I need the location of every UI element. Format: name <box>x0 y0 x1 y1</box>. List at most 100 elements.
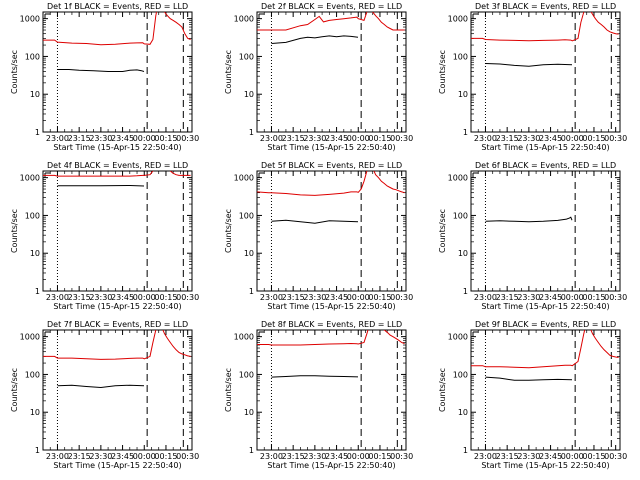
x-tick-label: 23:00 <box>260 452 283 461</box>
lld-series-line <box>257 171 405 196</box>
x-axis-label: Start Time (15-Apr-15 22:50:40) <box>267 143 395 152</box>
panel-title: Det 1f BLACK = Events, RED = LLD <box>47 2 188 11</box>
detector-panel-8: Det 8f BLACK = Events, RED = LLD 1 10 100 10… <box>224 320 413 470</box>
lld-series-line <box>43 12 191 46</box>
y-tick-label: 1000 <box>20 333 40 342</box>
x-tick-label: 23:30 <box>303 293 326 302</box>
y-axis-label: Counts/sec <box>224 368 233 412</box>
x-tick-label: 00:00 <box>347 293 370 302</box>
x-tick-label: 00:30 <box>176 452 199 461</box>
y-tick-label: 100 <box>453 211 468 220</box>
x-tick-label: 23:45 <box>111 134 134 143</box>
panel-title: Det 3f BLACK = Events, RED = LLD <box>475 2 616 11</box>
y-axis-label: Counts/sec <box>10 209 19 253</box>
x-tick-label: 23:30 <box>303 134 326 143</box>
y-tick-label: 100 <box>239 52 254 61</box>
y-tick-label: 100 <box>25 211 40 220</box>
x-tick-label: 00:30 <box>176 293 199 302</box>
detector-panel-5: Det 5f BLACK = Events, RED = LLD 1 10 100 10… <box>224 161 413 311</box>
x-axis-label: Start Time (15-Apr-15 22:50:40) <box>53 302 181 311</box>
lld-series-line <box>257 12 405 31</box>
events-series-line <box>485 376 573 381</box>
x-axis-label: Start Time (15-Apr-15 22:50:40) <box>267 302 395 311</box>
x-tick-label: 23:00 <box>46 134 69 143</box>
x-tick-label: 23:00 <box>260 134 283 143</box>
x-tick-label: 00:15 <box>368 293 391 302</box>
y-axis-label: Counts/sec <box>224 50 233 94</box>
x-axis-label: Start Time (15-Apr-15 22:50:40) <box>53 143 181 152</box>
y-tick-label: 100 <box>25 370 40 379</box>
plot-frame <box>256 11 407 133</box>
x-tick-label: 23:45 <box>111 293 134 302</box>
events-series-line <box>57 384 145 389</box>
x-tick-label: 00:30 <box>604 134 627 143</box>
x-tick-label: 23:45 <box>325 452 348 461</box>
y-tick-label: 100 <box>239 370 254 379</box>
x-tick-label: 00:00 <box>133 134 156 143</box>
x-tick-label: 23:15 <box>68 293 91 302</box>
x-tick-label: 23:30 <box>303 452 326 461</box>
x-tick-label: 23:15 <box>496 134 519 143</box>
y-tick-label: 10 <box>458 408 468 417</box>
events-series-line <box>271 219 359 224</box>
x-tick-label: 00:00 <box>133 452 156 461</box>
y-axis-label: Counts/sec <box>10 368 19 412</box>
x-tick-label: 00:30 <box>390 293 413 302</box>
panel-title: Det 8f BLACK = Events, RED = LLD <box>261 320 402 329</box>
plot-frame <box>42 11 193 133</box>
x-tick-label: 00:30 <box>176 134 199 143</box>
x-axis-label: Start Time (15-Apr-15 22:50:40) <box>53 461 181 470</box>
x-axis-label: Start Time (15-Apr-15 22:50:40) <box>481 461 609 470</box>
x-tick-label: 00:15 <box>582 293 605 302</box>
x-tick-label: 23:45 <box>539 293 562 302</box>
plot-frame <box>256 170 407 292</box>
x-tick-label: 23:45 <box>111 452 134 461</box>
detector-panel-3: Det 3f BLACK = Events, RED = LLD 1 10 100 10… <box>438 2 627 152</box>
y-tick-label: 1000 <box>20 174 40 183</box>
y-tick-label: 1 <box>463 128 468 137</box>
plot-frame <box>42 329 193 451</box>
plot-frame <box>256 329 407 451</box>
x-tick-label: 23:45 <box>325 293 348 302</box>
y-tick-label: 1 <box>35 287 40 296</box>
x-tick-label: 00:15 <box>582 452 605 461</box>
plot-frame <box>470 11 621 133</box>
x-axis-label: Start Time (15-Apr-15 22:50:40) <box>481 302 609 311</box>
y-tick-label: 1000 <box>234 174 254 183</box>
x-tick-label: 23:45 <box>325 134 348 143</box>
x-tick-label: 23:30 <box>517 452 540 461</box>
x-tick-label: 00:00 <box>347 134 370 143</box>
x-axis-label: Start Time (15-Apr-15 22:50:40) <box>481 143 609 152</box>
y-tick-label: 1 <box>249 446 254 455</box>
x-tick-label: 23:15 <box>282 293 305 302</box>
x-tick-label: 23:30 <box>517 293 540 302</box>
x-tick-label: 00:30 <box>604 452 627 461</box>
x-tick-label: 23:15 <box>496 293 519 302</box>
detector-panel-2: Det 2f BLACK = Events, RED = LLD 1 10 100 10… <box>224 2 413 152</box>
panel-title: Det 2f BLACK = Events, RED = LLD <box>261 2 402 11</box>
y-tick-label: 1000 <box>448 15 468 24</box>
y-tick-label: 10 <box>458 90 468 99</box>
panel-title: Det 7f BLACK = Events, RED = LLD <box>47 320 188 329</box>
x-tick-label: 00:30 <box>604 293 627 302</box>
y-tick-label: 1 <box>463 446 468 455</box>
x-tick-label: 23:15 <box>282 134 305 143</box>
plot-frame <box>470 170 621 292</box>
lld-series-line <box>43 330 191 360</box>
y-axis-label: Counts/sec <box>438 50 447 94</box>
y-tick-label: 10 <box>244 90 254 99</box>
y-tick-label: 10 <box>244 249 254 258</box>
x-tick-label: 00:00 <box>133 293 156 302</box>
x-tick-label: 23:00 <box>260 293 283 302</box>
panel-title: Det 4f BLACK = Events, RED = LLD <box>47 161 188 170</box>
x-tick-label: 00:30 <box>390 134 413 143</box>
detector-panel-4: Det 4f BLACK = Events, RED = LLD 1 10 100 10… <box>10 161 199 311</box>
y-tick-label: 10 <box>30 90 40 99</box>
x-tick-label: 23:15 <box>496 452 519 461</box>
x-tick-label: 00:00 <box>347 452 370 461</box>
y-tick-label: 1 <box>249 128 254 137</box>
y-tick-label: 100 <box>239 211 254 220</box>
y-tick-label: 100 <box>453 52 468 61</box>
detector-panel-9: Det 9f BLACK = Events, RED = LLD 1 10 100 10… <box>438 320 627 470</box>
x-tick-label: 23:30 <box>89 134 112 143</box>
